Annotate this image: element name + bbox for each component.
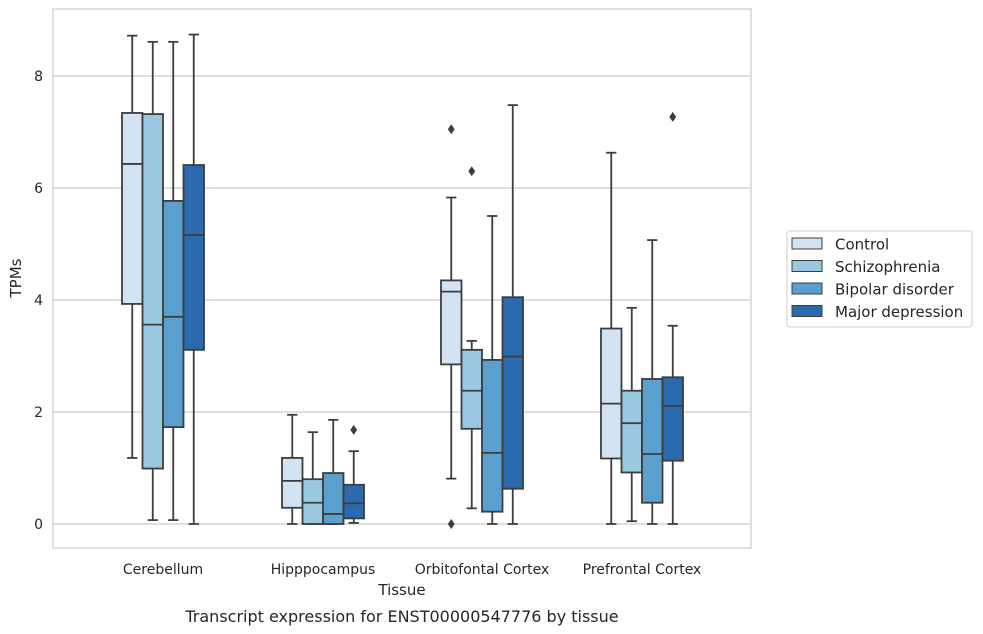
box-schizophrenia-hipppocampus — [301, 431, 324, 525]
box-iqr — [460, 348, 483, 430]
box-control-orbitofontal-cortex — [440, 124, 463, 529]
legend-label: Control — [835, 236, 889, 254]
outlier-point — [447, 124, 455, 135]
x-tick-label: Orbitofontal Cortex — [415, 562, 550, 578]
box-iqr — [600, 327, 623, 460]
box-bipolar-disorder-cerebellum — [162, 40, 185, 521]
x-tick-label: Prefrontal Cortex — [583, 562, 702, 578]
legend-label: Bipolar disorder — [835, 281, 955, 299]
box-iqr — [501, 296, 524, 490]
outlier-point — [350, 424, 358, 435]
x-tick-label: Hipppocampus — [271, 562, 376, 578]
box-control-prefrontal-cortex — [600, 151, 623, 525]
legend-swatch — [791, 305, 823, 317]
legend-swatch — [791, 260, 823, 272]
legend-label: Schizophrenia — [835, 258, 940, 276]
box-major-depression-orbitofontal-cortex — [501, 104, 524, 525]
box-schizophrenia-cerebellum — [141, 40, 164, 521]
box-iqr — [342, 483, 365, 520]
y-tick-label: 2 — [34, 405, 43, 421]
box-bipolar-disorder-prefrontal-cortex — [641, 239, 664, 525]
box-major-depression-prefrontal-cortex — [661, 111, 684, 525]
legend: Control Schizophrenia Bipolar disorder Majo… — [786, 230, 973, 328]
plot-frame — [52, 8, 752, 549]
y-tick-label: 4 — [34, 293, 43, 309]
box-control-cerebellum — [121, 34, 144, 459]
box-bipolar-disorder-hipppocampus — [322, 418, 345, 525]
box-iqr — [162, 199, 185, 429]
box-control-hipppocampus — [281, 413, 304, 525]
y-tick-label: 6 — [34, 181, 43, 197]
box-iqr — [481, 359, 504, 513]
outlier-point — [468, 166, 476, 177]
y-axis-label: TPMs — [7, 258, 25, 298]
box-schizophrenia-prefrontal-cortex — [620, 306, 643, 523]
box-plot-series — [121, 33, 684, 529]
box-major-depression-hipppocampus — [342, 424, 365, 524]
box-iqr — [182, 164, 205, 351]
box-iqr — [121, 112, 144, 305]
box-iqr — [322, 472, 345, 525]
outlier-point — [669, 111, 677, 122]
box-iqr — [440, 279, 463, 366]
box-iqr — [620, 389, 643, 474]
box-iqr — [281, 457, 304, 509]
legend-frame — [786, 230, 973, 328]
x-tick-label: Cerebellum — [123, 562, 203, 578]
legend-swatch — [791, 237, 823, 250]
box-iqr — [641, 378, 664, 504]
x-axis-label: Tissue — [377, 581, 425, 599]
chart-caption: Transcript expression for ENST0000054777… — [184, 607, 618, 626]
y-tick-label: 0 — [34, 517, 43, 533]
outlier-point — [447, 519, 455, 529]
box-bipolar-disorder-orbitofontal-cortex — [481, 215, 504, 525]
box-iqr — [301, 478, 324, 525]
y-tick-label: 8 — [34, 69, 43, 85]
legend-label: Major depression — [835, 303, 963, 321]
box-schizophrenia-orbitofontal-cortex — [460, 166, 483, 510]
axis-ticks: 0 2 4 6 8 Cerebellum Hipppocampus Orbitofontal … — [34, 69, 701, 578]
legend-swatch — [791, 282, 823, 295]
box-iqr — [661, 376, 684, 462]
box-major-depression-cerebellum — [182, 33, 205, 525]
box-iqr — [141, 113, 164, 470]
